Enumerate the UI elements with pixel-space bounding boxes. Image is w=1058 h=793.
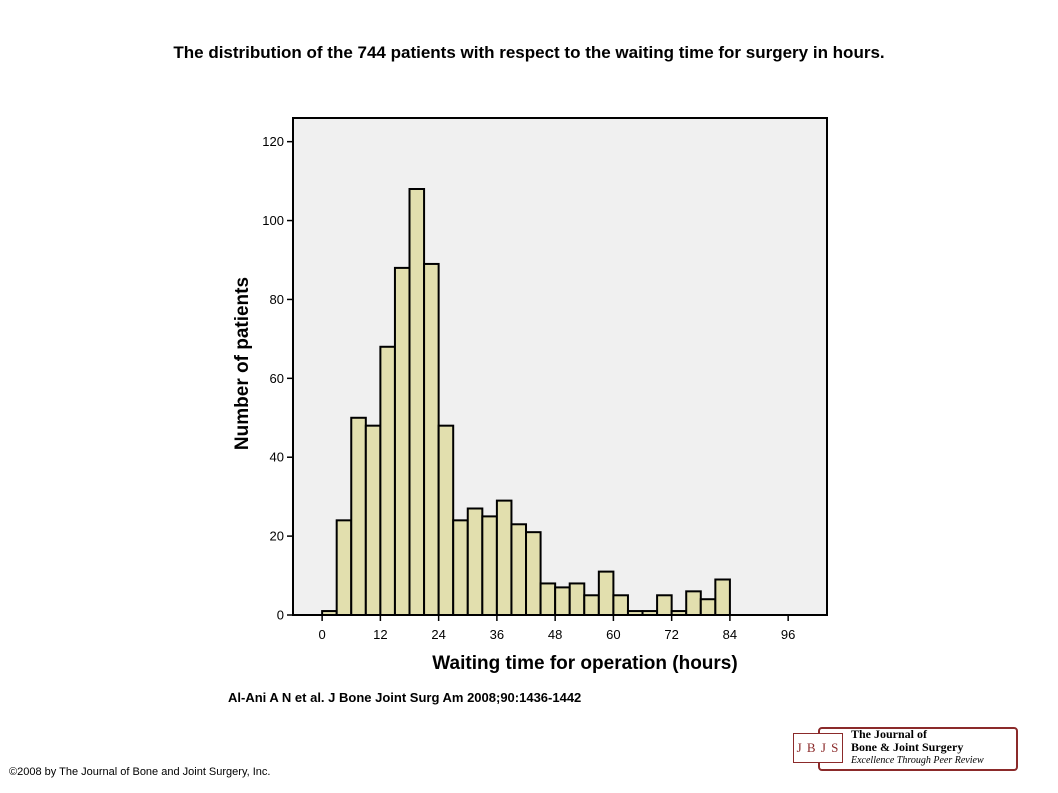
histogram-bar: [685, 590, 702, 616]
x-tick-label: 96: [781, 627, 795, 642]
histogram-bar: [350, 416, 367, 616]
logo-tagline: Excellence Through Peer Review: [851, 755, 984, 766]
histogram-bar: [379, 345, 396, 616]
histogram-bar: [554, 586, 571, 617]
plot-frame: [292, 117, 828, 616]
logo-text: The Journal of Bone & Joint Surgery Exce…: [851, 728, 984, 767]
x-tick-label: 72: [664, 627, 678, 642]
x-tick-label: 24: [431, 627, 445, 642]
y-tick-label: 100: [262, 213, 284, 228]
histogram-bar: [539, 582, 557, 617]
copyright-notice: ©2008 by The Journal of Bone and Joint S…: [9, 766, 271, 778]
y-axis-label: Number of patients: [232, 277, 253, 450]
histogram-bar: [568, 582, 586, 617]
y-tick-label: 80: [270, 292, 284, 307]
histogram-bar: [525, 531, 542, 617]
jbjs-logo: J B J S The Journal of Bone & Joint Surg…: [788, 725, 1020, 775]
logo-line-1: The Journal of: [851, 727, 928, 741]
histogram-bar: [510, 523, 528, 616]
histogram-bar: [699, 598, 717, 617]
citation: Al-Ani A N et al. J Bone Joint Surg Am 2…: [228, 690, 582, 705]
histogram-bar: [495, 499, 513, 616]
slide-title: The distribution of the 744 patients wit…: [173, 43, 885, 62]
histogram-bar: [423, 262, 440, 616]
y-tick-label: 120: [262, 134, 284, 149]
x-tick-label: 36: [490, 627, 504, 642]
histogram-bar: [364, 424, 382, 616]
logo-abbreviation: J B J S: [793, 733, 843, 763]
histogram-bar: [408, 188, 426, 616]
x-tick-label: 12: [373, 627, 387, 642]
histogram-bar: [466, 507, 484, 616]
histogram-bar: [452, 519, 469, 616]
histogram-bar: [437, 424, 455, 616]
histogram-bar: [612, 594, 629, 616]
x-tick-label: 60: [606, 627, 620, 642]
histogram-bar: [335, 519, 353, 616]
y-tick-label: 0: [277, 608, 284, 623]
histogram-bar: [597, 570, 615, 616]
x-tick-label: 84: [723, 627, 737, 642]
y-tick-label: 60: [270, 371, 284, 386]
x-tick-label: 0: [319, 627, 326, 642]
histogram-bar: [481, 515, 498, 617]
histogram-bar: [656, 594, 673, 616]
y-tick-label: 40: [270, 450, 284, 465]
histogram-bar: [393, 266, 411, 616]
histogram-bar: [583, 594, 600, 616]
x-tick-label: 48: [548, 627, 562, 642]
x-axis-label: Waiting time for operation (hours): [432, 653, 737, 674]
y-tick-label: 20: [270, 529, 284, 544]
logo-line-2: Bone & Joint Surgery: [851, 740, 964, 754]
histogram-bar: [714, 578, 731, 616]
